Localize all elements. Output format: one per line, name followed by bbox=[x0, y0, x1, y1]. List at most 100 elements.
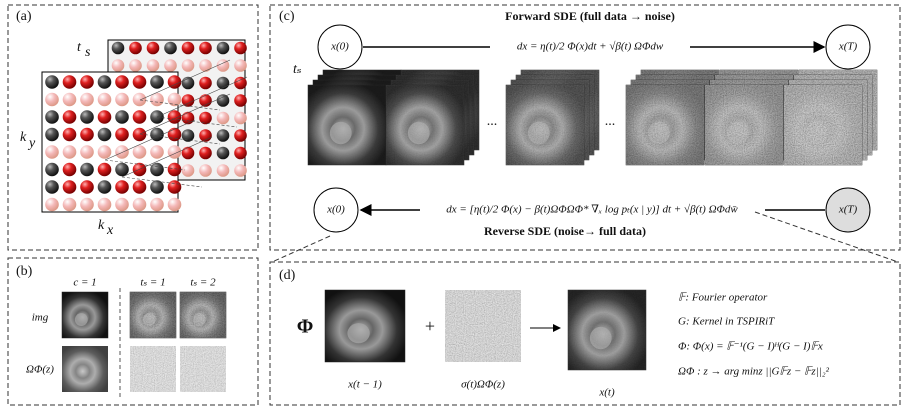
ellipsis: ... bbox=[605, 114, 616, 129]
plus: + bbox=[425, 316, 435, 336]
noise-overlay bbox=[506, 85, 584, 165]
panel-label: (a) bbox=[16, 9, 32, 24]
sphere bbox=[199, 164, 212, 177]
panel-label: (b) bbox=[16, 264, 33, 279]
sphere bbox=[150, 198, 164, 212]
definition: G: Kernel in TSPIRiT bbox=[678, 316, 775, 328]
sphere bbox=[164, 42, 177, 55]
sphere bbox=[80, 110, 94, 124]
sphere bbox=[98, 145, 112, 159]
node-label: x(0) bbox=[330, 41, 349, 53]
sphere bbox=[63, 93, 77, 107]
noise-overlay bbox=[180, 346, 226, 392]
noise-overlay bbox=[626, 85, 704, 165]
sphere bbox=[168, 163, 182, 177]
sphere bbox=[115, 128, 129, 142]
sphere bbox=[182, 112, 195, 125]
sphere bbox=[45, 93, 59, 107]
forward-equation: dx = η(t)/2 Φ(x)dt + √β(t) ΩΦdw bbox=[517, 41, 664, 53]
axis-label-sub: s bbox=[85, 45, 91, 60]
noise-overlay bbox=[445, 290, 521, 362]
sphere bbox=[168, 93, 182, 107]
sphere bbox=[98, 198, 112, 212]
sphere bbox=[199, 42, 212, 55]
sphere bbox=[234, 129, 247, 142]
sphere bbox=[45, 198, 59, 212]
sphere bbox=[80, 75, 94, 89]
image-label: x(t) bbox=[598, 387, 615, 399]
sphere bbox=[98, 163, 112, 177]
sphere bbox=[168, 128, 182, 142]
figure: (a) t s k y k x (b) c = 1 tₛ = 1 tₛ = 2 … bbox=[0, 0, 904, 411]
sphere bbox=[217, 42, 230, 55]
sphere bbox=[133, 145, 147, 159]
sphere bbox=[133, 93, 147, 107]
sphere bbox=[147, 42, 160, 55]
sphere bbox=[234, 147, 247, 160]
sphere bbox=[63, 128, 77, 142]
sphere bbox=[115, 180, 129, 194]
axis-label: t bbox=[77, 40, 82, 55]
noise-overlay bbox=[130, 292, 176, 338]
forward-title: Forward SDE (full data → noise) bbox=[505, 9, 675, 23]
axis-label-sub: x bbox=[106, 223, 114, 238]
node-label: x(T) bbox=[838, 41, 858, 53]
sphere bbox=[234, 164, 247, 177]
noise-overlay bbox=[386, 85, 464, 165]
sphere bbox=[182, 164, 195, 177]
axis-label: k bbox=[98, 218, 105, 233]
sphere bbox=[217, 147, 230, 160]
image-label: x(t − 1) bbox=[347, 379, 382, 391]
sphere bbox=[98, 180, 112, 194]
sphere bbox=[115, 145, 129, 159]
axis-label: k bbox=[20, 130, 27, 145]
sphere bbox=[115, 198, 129, 212]
column-label: c = 1 bbox=[73, 277, 96, 289]
sphere bbox=[199, 147, 212, 160]
zoom-line bbox=[272, 236, 330, 262]
sphere bbox=[115, 75, 129, 89]
sphere bbox=[164, 59, 177, 72]
node-label: x(0) bbox=[326, 204, 345, 216]
sphere bbox=[63, 163, 77, 177]
sphere bbox=[115, 163, 129, 177]
sphere bbox=[168, 145, 182, 159]
noise-overlay bbox=[130, 346, 176, 392]
sphere bbox=[133, 180, 147, 194]
sphere bbox=[217, 129, 230, 142]
sphere bbox=[217, 94, 230, 107]
sphere bbox=[182, 129, 195, 142]
sphere bbox=[217, 112, 230, 125]
sphere bbox=[182, 147, 195, 160]
reverse-equation: dx = [η(t)/2 Φ(x) − β(t)ΩΦΩΦ* ∇ₓ log pₜ(… bbox=[446, 204, 738, 216]
sphere bbox=[133, 75, 147, 89]
sphere bbox=[199, 112, 212, 125]
noise-overlay bbox=[568, 290, 646, 370]
sphere bbox=[112, 42, 125, 55]
sphere bbox=[63, 75, 77, 89]
reverse-title: Reverse SDE (noise→ full data) bbox=[484, 224, 646, 238]
sphere bbox=[80, 93, 94, 107]
sphere bbox=[45, 110, 59, 124]
noise-overlay bbox=[308, 85, 386, 165]
sphere bbox=[80, 198, 94, 212]
panel-c-images bbox=[308, 70, 877, 165]
sphere bbox=[182, 59, 195, 72]
sphere bbox=[80, 145, 94, 159]
sphere bbox=[80, 180, 94, 194]
sphere bbox=[63, 198, 77, 212]
panel-d-images bbox=[325, 290, 646, 370]
image-detail bbox=[347, 323, 369, 343]
sphere bbox=[80, 128, 94, 142]
sphere bbox=[115, 110, 129, 124]
sphere bbox=[133, 198, 147, 212]
sphere bbox=[112, 59, 125, 72]
sphere bbox=[150, 145, 164, 159]
panel-label: (d) bbox=[279, 268, 296, 283]
sphere bbox=[168, 180, 182, 194]
row-label: ΩΦ(z) bbox=[26, 364, 54, 376]
definition: ΩΦ : z → arg minz ||G𝔽z − 𝔽z||₂² bbox=[678, 366, 830, 378]
sphere bbox=[168, 110, 182, 124]
noise-overlay bbox=[784, 85, 862, 165]
sphere bbox=[133, 128, 147, 142]
